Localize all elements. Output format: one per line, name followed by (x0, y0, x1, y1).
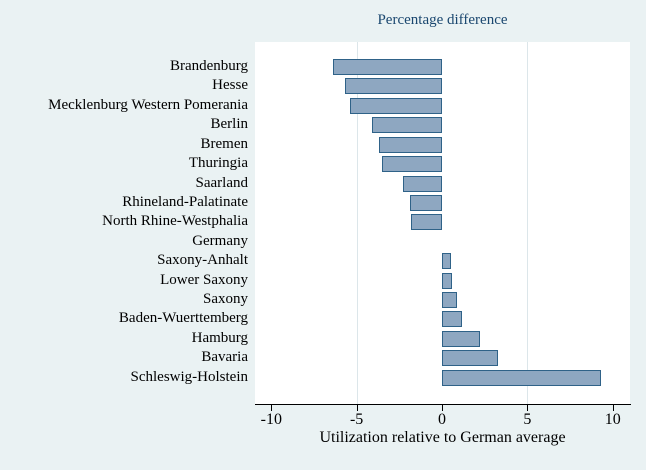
category-label-lower-saxony: Lower Saxony (160, 271, 248, 288)
category-label-hesse: Hesse (212, 77, 248, 94)
bar-thuringia (382, 156, 442, 173)
category-label-bavaria: Bavaria (201, 349, 248, 366)
bar-hamburg (442, 330, 480, 347)
bar-saxony-anhalt (442, 253, 451, 270)
bar-rhineland-palatinate (409, 194, 442, 211)
x-tick-label--10: -10 (260, 411, 282, 428)
category-label-hamburg: Hamburg (191, 329, 248, 346)
category-label-mecklenburg-western-pomerania: Mecklenburg Western Pomerania (48, 96, 248, 113)
bar-north-rhine-westphalia (411, 214, 442, 231)
bar-brandenburg (332, 59, 442, 75)
x-tick-label--5: -5 (349, 411, 364, 428)
category-label-schleswig-holstein: Schleswig-Holstein (130, 368, 249, 385)
x-axis-line (255, 404, 631, 405)
x-tick-label-5: 5 (523, 411, 532, 428)
bar-bremen (378, 136, 442, 153)
x-tick--5 (356, 405, 358, 411)
category-label-germany: Germany (192, 232, 248, 249)
category-label-berlin: Berlin (210, 116, 249, 133)
category-label-baden-wuerttemberg: Baden-Wuerttemberg (118, 310, 248, 327)
category-label-saxony-anhalt: Saxony-Anhalt (157, 252, 248, 269)
x-axis-label: Utilization relative to German average (319, 429, 566, 446)
x-tick-5 (527, 405, 529, 411)
bar-mecklenburg-western-pomerania (349, 97, 442, 114)
bar-saarland (402, 175, 442, 192)
category-label-bremen: Bremen (200, 135, 248, 152)
bar-hesse (344, 78, 442, 95)
category-label-brandenburg: Brandenburg (169, 58, 248, 74)
bar-baden-wuerttemberg (442, 311, 463, 328)
gridline--5 (356, 42, 358, 405)
category-label-saarland: Saarland (195, 174, 248, 191)
x-tick-0 (442, 405, 443, 411)
category-label-rhineland-palatinate: Rhineland-Palatinate (122, 193, 248, 210)
bar-berlin (372, 117, 442, 134)
x-tick--10 (271, 405, 273, 411)
x-tick-label-0: 0 (438, 411, 446, 428)
bar-lower-saxony (442, 272, 453, 289)
x-tick-10 (612, 405, 614, 411)
category-label-north-rhine-westphalia: North Rhine-Westphalia (102, 213, 248, 230)
bar-saxony (442, 292, 458, 309)
plot-area (255, 42, 630, 405)
category-label-thuringia: Thuringia (188, 155, 248, 172)
category-label-saxony: Saxony (203, 291, 248, 308)
chart-title: Percentage difference (377, 12, 508, 28)
bar-bavaria (442, 350, 499, 367)
bar-schleswig-holstein (442, 369, 601, 386)
x-tick-label-10: 10 (604, 411, 621, 428)
gridline-5 (527, 42, 529, 405)
